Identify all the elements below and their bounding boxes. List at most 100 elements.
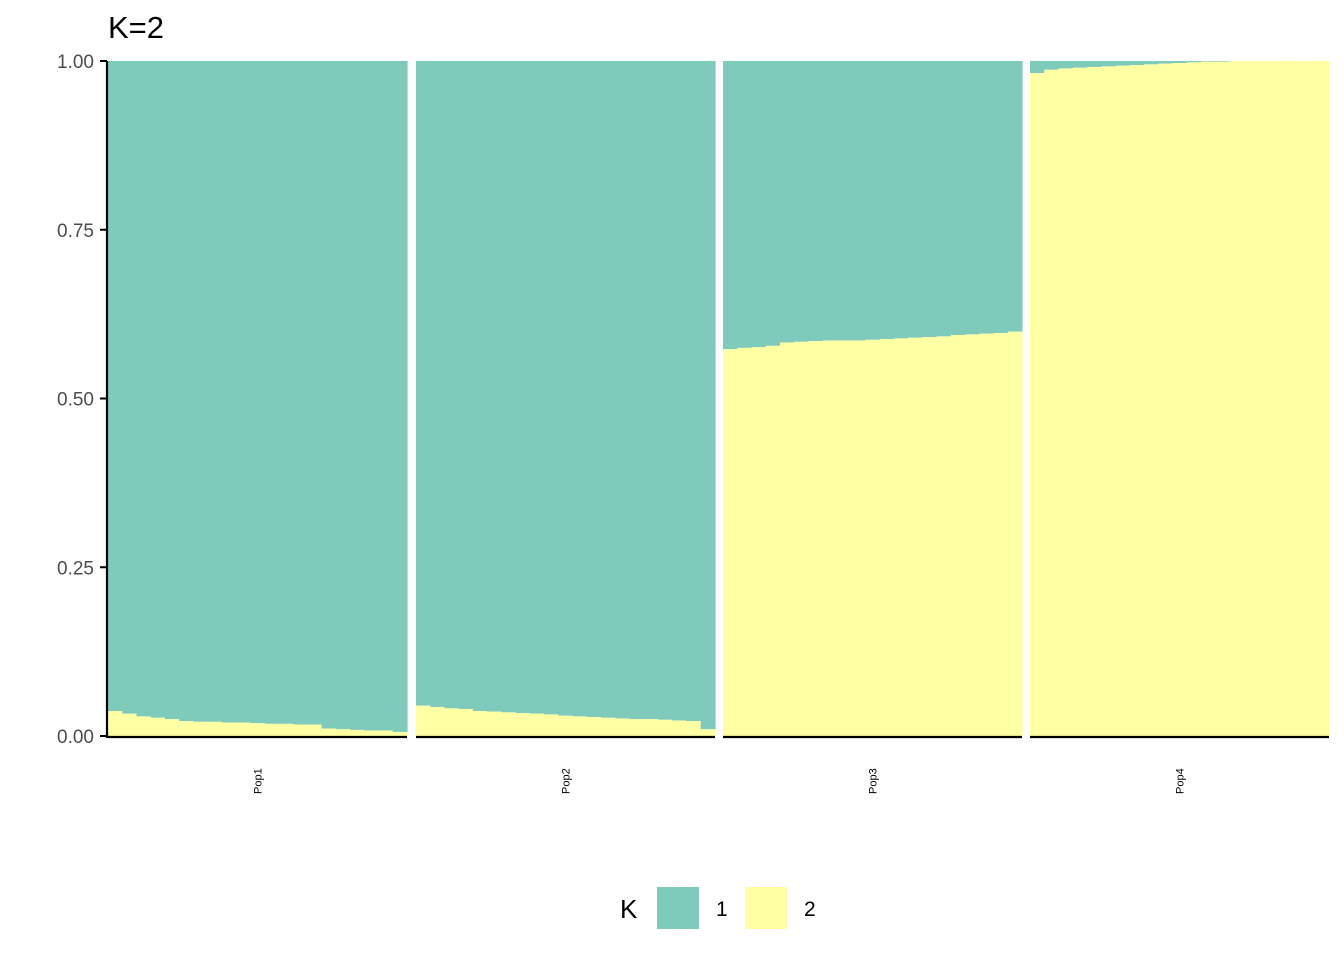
bar-k1	[207, 61, 223, 722]
bar-k2	[179, 721, 195, 736]
bar-k1	[601, 61, 616, 718]
facet-panel-pop3	[723, 61, 1023, 737]
bar-k1	[1158, 61, 1173, 64]
bar-k1	[416, 61, 431, 706]
bar-k1	[979, 61, 995, 334]
bar-k2	[1186, 62, 1202, 737]
bar-k1	[1215, 61, 1230, 62]
bar-k2	[1215, 61, 1230, 737]
bar-k2	[1314, 61, 1330, 736]
legend-key-1	[657, 887, 699, 929]
bar-k1	[1058, 61, 1074, 69]
bar-k2	[737, 347, 753, 736]
bar-k1	[658, 61, 673, 720]
bar-k2	[416, 705, 431, 737]
bar-k2	[1300, 61, 1316, 736]
bar-k1	[765, 61, 781, 346]
x-tick-label: Pop4	[1175, 768, 1187, 794]
bar-k2	[378, 730, 394, 736]
bar-k2	[350, 729, 365, 736]
y-tick-label: 0.75	[57, 221, 94, 242]
bar-k1	[965, 61, 980, 335]
bar-k2	[950, 335, 966, 736]
bar-k2	[236, 722, 251, 736]
bar-k1	[836, 61, 852, 341]
bar-k1	[779, 61, 795, 343]
bar-k1	[1129, 61, 1145, 66]
bar-k1	[865, 61, 881, 340]
bar-k1	[1044, 61, 1060, 70]
bar-k1	[723, 61, 738, 350]
bar-k1	[264, 61, 280, 724]
bar-k2	[808, 341, 824, 737]
bar-k1	[936, 61, 952, 337]
bar-k2	[335, 729, 351, 736]
bar-k2	[221, 722, 237, 736]
bar-k2	[307, 724, 323, 736]
bar-k2	[1172, 63, 1188, 736]
bar-k2	[293, 724, 308, 736]
bar-k2	[936, 336, 952, 736]
bar-k2	[250, 723, 266, 736]
bar-k1	[1115, 61, 1131, 66]
bar-k1	[236, 61, 251, 723]
bar-k2	[1101, 66, 1117, 736]
bar-k1	[908, 61, 923, 338]
bar-k2	[751, 347, 767, 736]
bar-k1	[529, 61, 545, 714]
bar-k1	[586, 61, 602, 718]
bar-k2	[908, 337, 923, 736]
bars-layer	[108, 61, 1330, 737]
x-tick-label: Pop1	[253, 768, 265, 794]
y-tick-label: 0.50	[57, 390, 94, 411]
bar-k2	[1158, 63, 1173, 736]
bar-k2	[1129, 65, 1145, 737]
bar-k1	[686, 61, 702, 722]
bar-k1	[643, 61, 659, 720]
bar-k1	[321, 61, 337, 729]
bar-k1	[1007, 61, 1023, 332]
legend-key-2	[745, 887, 787, 929]
bar-k2	[700, 729, 716, 736]
bar-k2	[979, 333, 995, 736]
bar-k2	[822, 340, 838, 736]
facet-panel-pop2	[416, 61, 716, 737]
bar-k1	[179, 61, 195, 722]
bar-k2	[529, 713, 545, 736]
bar-k2	[658, 719, 673, 736]
bar-k1	[108, 61, 123, 712]
bar-k2	[851, 340, 866, 736]
x-tick-label: Pop2	[561, 768, 573, 794]
bar-k2	[487, 711, 503, 736]
bar-k2	[515, 713, 531, 736]
y-tick-label: 0.00	[57, 727, 94, 748]
bar-k2	[558, 715, 574, 736]
bar-k1	[544, 61, 559, 715]
legend: K 1 2	[620, 887, 816, 929]
bar-k1	[472, 61, 488, 712]
bar-k1	[1172, 61, 1188, 64]
bar-k1	[1186, 61, 1202, 63]
bar-k1	[150, 61, 166, 718]
bar-k2	[572, 716, 588, 736]
bar-k1	[700, 61, 716, 730]
bar-k1	[364, 61, 380, 731]
axes-layer: Pop1 Pop2 Pop3 Pop4 0.00 0.25 0.50 0.75 1.00	[57, 52, 1329, 794]
bar-k1	[950, 61, 966, 336]
bar-k1	[629, 61, 645, 720]
bar-k1	[515, 61, 531, 714]
bar-k1	[1101, 61, 1117, 67]
bar-k1	[278, 61, 294, 724]
bar-k1	[1200, 61, 1216, 62]
bar-k2	[278, 723, 294, 736]
bar-k2	[264, 723, 280, 736]
bar-k2	[893, 338, 909, 736]
bar-k1	[136, 61, 152, 717]
bar-k2	[1115, 65, 1131, 737]
bar-k2	[1007, 331, 1023, 736]
bar-k1	[922, 61, 938, 338]
facet-panel-pop1	[108, 61, 408, 737]
bar-k2	[723, 349, 738, 736]
bar-k2	[1143, 64, 1159, 737]
